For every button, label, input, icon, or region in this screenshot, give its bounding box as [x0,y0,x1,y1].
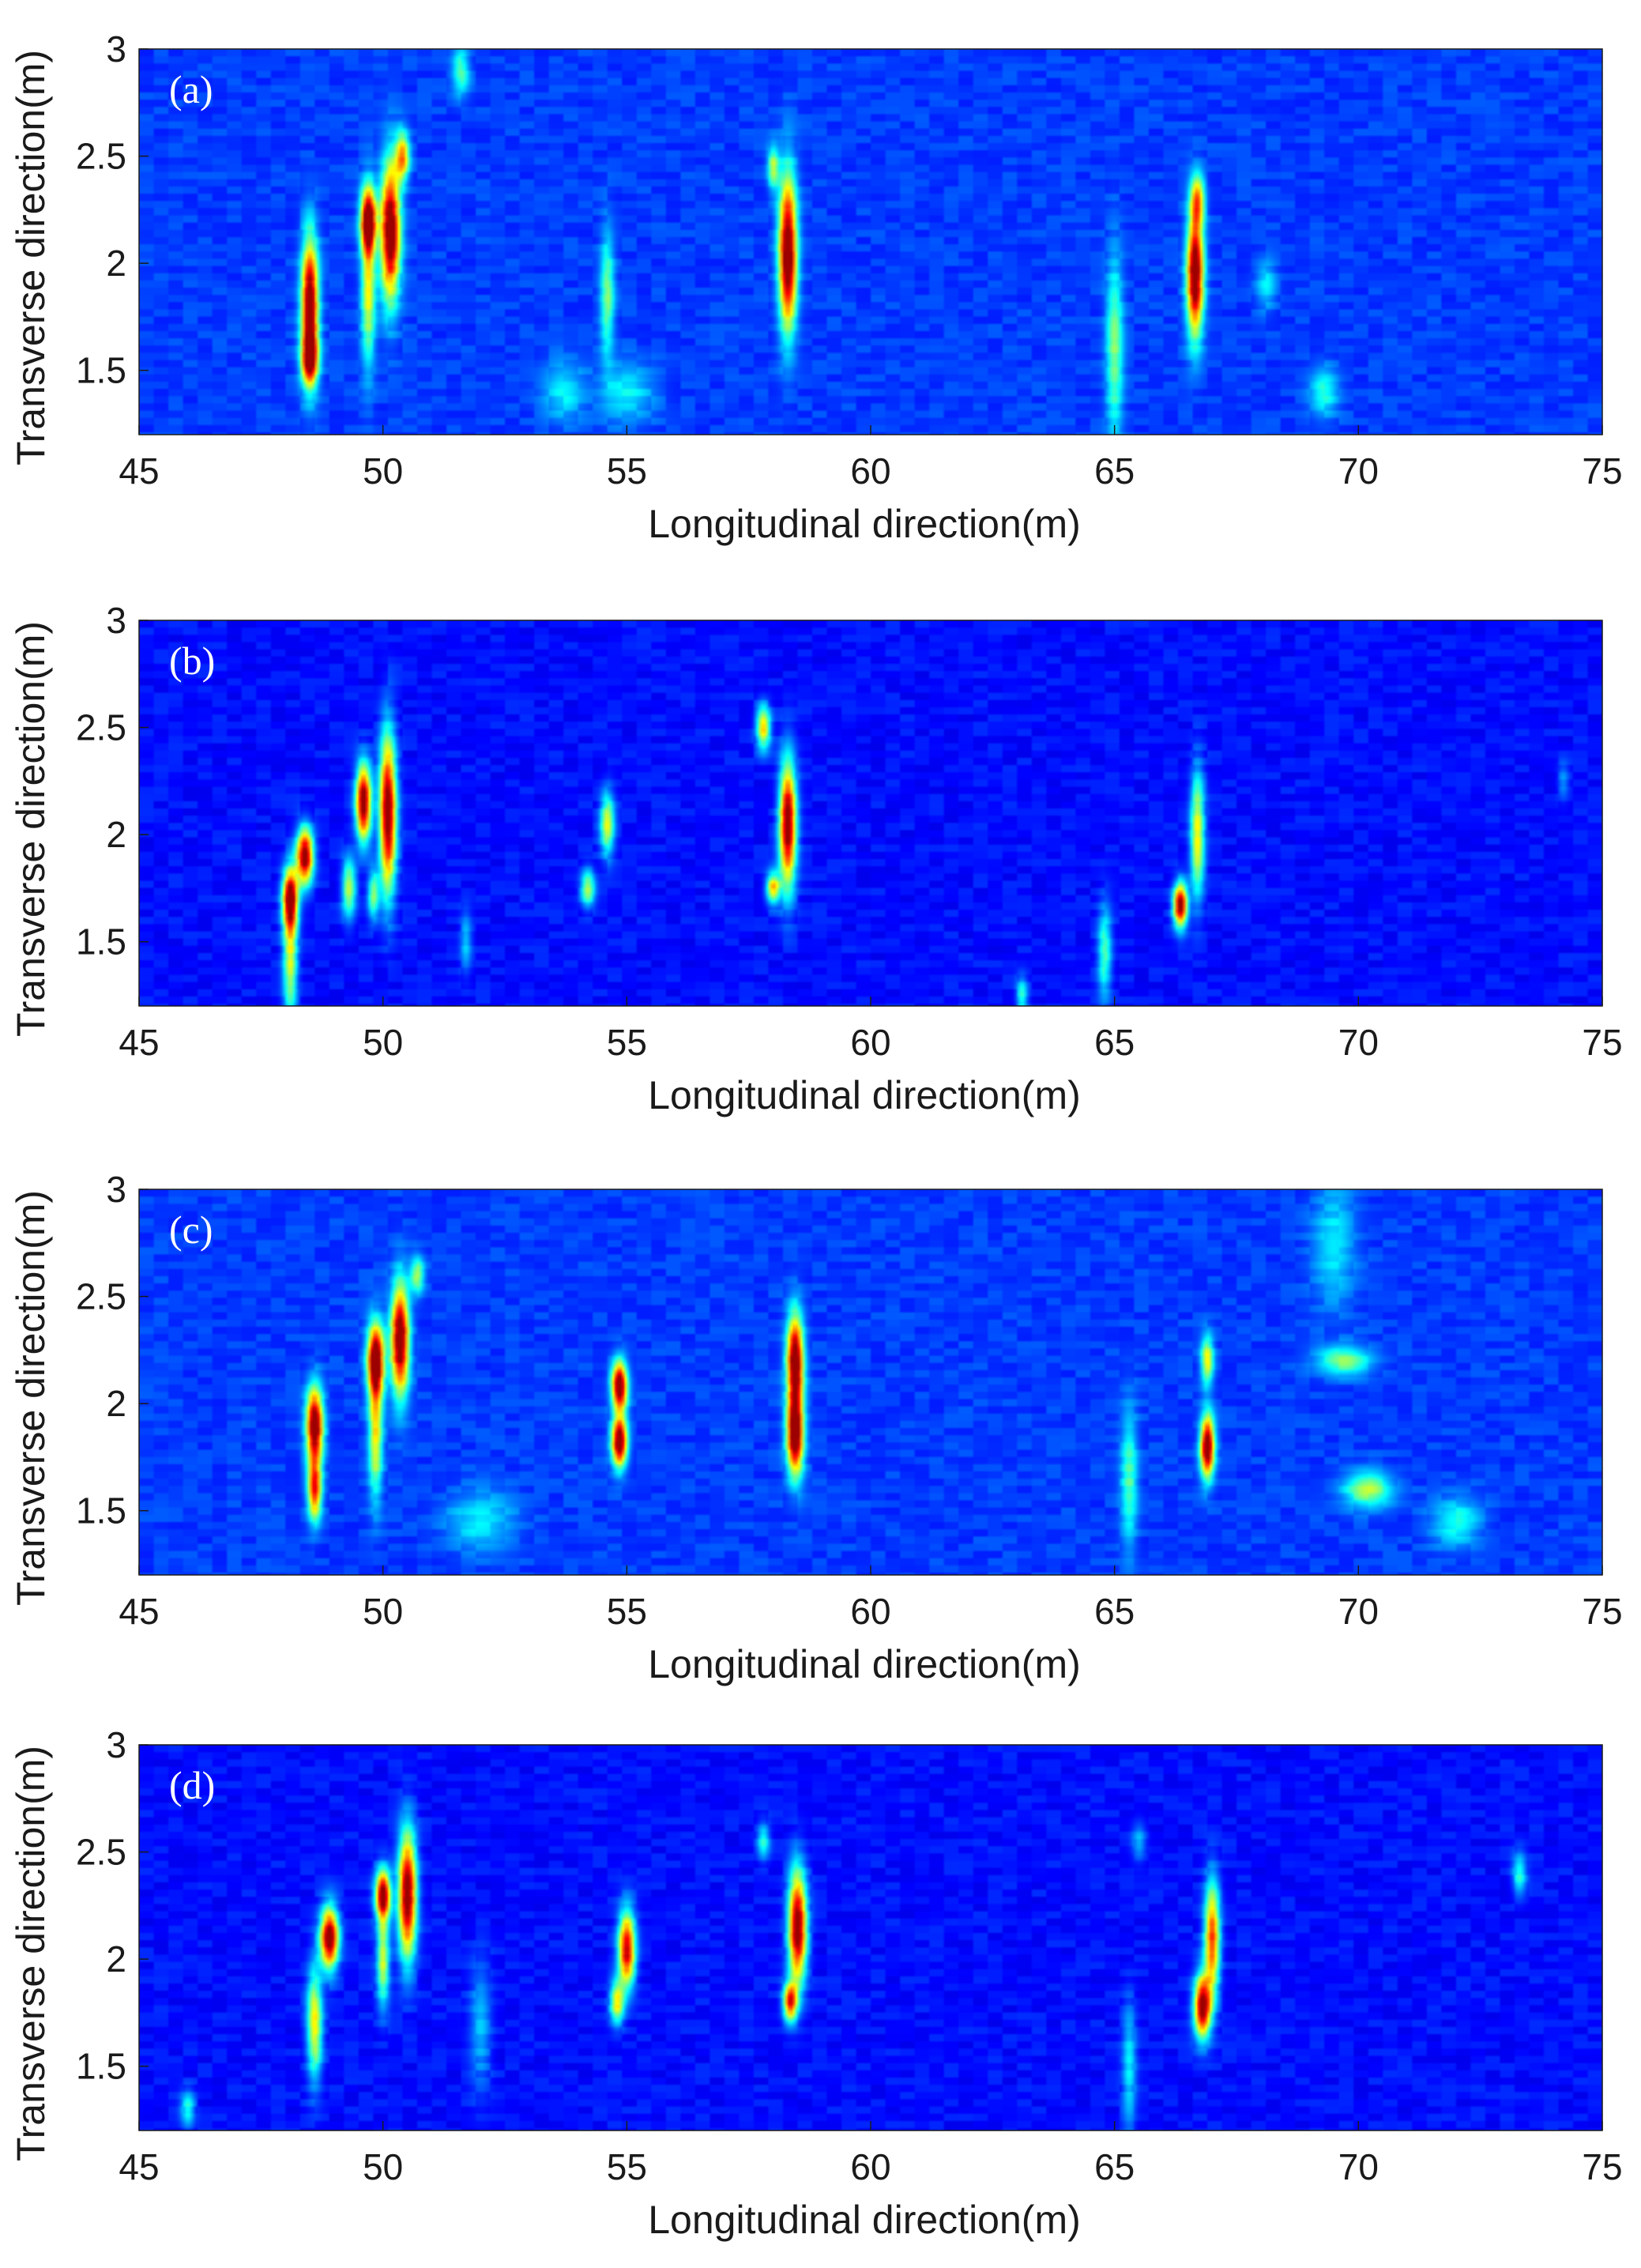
y-axis-label: Transverse direction(m) [9,50,53,465]
x-tick-label: 65 [1094,2146,1135,2187]
x-tick-label: 70 [1338,1022,1379,1063]
y-tick-label: 1.5 [76,350,126,391]
chart-panel-d: 45 50 55 60 65 70 75 1.5 2 2.5 3 Longitudinal direc… [9,1724,1623,2242]
y-tick-label: 1.5 [76,921,126,963]
heatmap-image [139,1189,1602,1575]
x-tick-label: 60 [850,1022,890,1063]
x-tick-label: 60 [850,1591,890,1632]
chart-panel-b: 45 50 55 60 65 70 75 1.5 2 2.5 3 Longitudinal direc… [9,600,1623,1117]
x-tick-label: 75 [1582,1022,1622,1063]
x-tick-label: 70 [1338,2146,1379,2187]
x-tick-label: 65 [1094,1022,1135,1063]
y-axis-label: Transverse direction(m) [9,1190,53,1606]
x-tick-label: 45 [119,2146,159,2187]
x-tick-label: 70 [1338,1591,1379,1632]
y-tick-label: 2.5 [76,707,126,748]
panel-label: (a) [169,67,213,111]
x-tick-label: 55 [607,1591,647,1632]
x-tick-label: 45 [119,450,159,492]
x-tick-label: 50 [363,450,403,492]
y-tick-label: 2 [106,814,126,855]
chart-panel-c: 45 50 55 60 65 70 75 1.5 2 2.5 3 Longitudinal direc… [9,1169,1623,1686]
x-tick-label: 60 [850,450,890,492]
y-tick-label: 1.5 [76,2046,126,2087]
y-tick-label: 2.5 [76,1832,126,1873]
x-tick-label: 55 [607,1022,647,1063]
y-tick-label: 2.5 [76,1276,126,1317]
y-tick-label: 2 [106,1383,126,1424]
y-tick-label: 1.5 [76,1490,126,1531]
x-tick-label: 60 [850,2146,890,2187]
x-axis-label: Longitudinal direction(m) [648,1073,1081,1117]
x-tick-label: 55 [607,2146,647,2187]
panel-label: (c) [169,1207,213,1252]
heatmap-image [139,1745,1602,2130]
x-tick-label: 50 [363,1591,403,1632]
x-tick-label: 70 [1338,450,1379,492]
x-tick-label: 75 [1582,1591,1622,1632]
y-tick-label: 3 [106,1169,126,1210]
x-axis-label: Longitudinal direction(m) [648,1642,1081,1686]
panel-label: (b) [169,639,215,683]
y-axis-label: Transverse direction(m) [9,621,53,1037]
panel-label: (d) [169,1763,215,1807]
x-tick-label: 45 [119,1022,159,1063]
x-tick-label: 55 [607,450,647,492]
y-tick-label: 2 [106,243,126,284]
y-tick-label: 2 [106,1938,126,1980]
x-tick-label: 75 [1582,2146,1622,2187]
x-tick-label: 45 [119,1591,159,1632]
y-tick-label: 3 [106,600,126,641]
y-tick-label: 3 [106,28,126,70]
x-axis-label: Longitudinal direction(m) [648,2198,1081,2242]
heatmap-image [139,49,1602,435]
y-tick-label: 2.5 [76,136,126,177]
heatmap-image [139,620,1602,1006]
x-tick-label: 50 [363,1022,403,1063]
y-axis-label: Transverse direction(m) [9,1746,53,2161]
chart-panel-a: 45 50 55 60 65 70 75 1.5 2 2.5 3 Longitudinal direc… [9,28,1623,546]
x-axis-label: Longitudinal direction(m) [648,502,1081,546]
x-tick-label: 50 [363,2146,403,2187]
x-tick-label: 65 [1094,450,1135,492]
x-tick-label: 75 [1582,450,1622,492]
y-tick-label: 3 [106,1724,126,1765]
x-tick-label: 65 [1094,1591,1135,1632]
